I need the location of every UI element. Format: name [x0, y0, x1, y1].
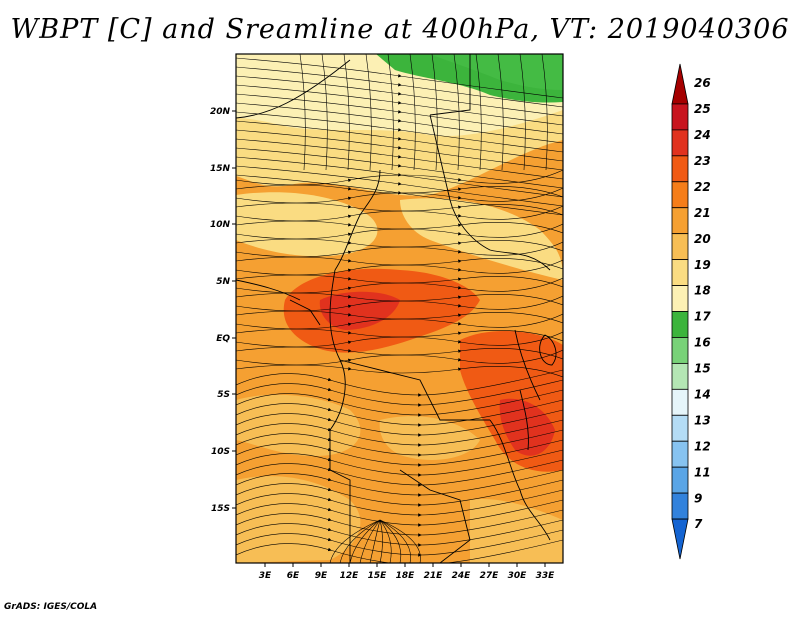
lon-label: 21E [424, 571, 444, 581]
streamline [409, 54, 416, 171]
colorbar-swatch [671, 414, 689, 442]
colorbar-swatch [671, 63, 689, 105]
colorbar-swatch [671, 466, 689, 494]
colorbar-label: 7 [694, 517, 703, 531]
lon-label: 24E [452, 571, 472, 581]
colorbar: 26 25 24 23 22 21 20 19 18 17 16 15 14 13 12 11 9 7 [671, 63, 711, 560]
lat-label: 10N [210, 220, 231, 230]
colorbar-swatch [671, 233, 689, 261]
lon-label: 18E [396, 571, 416, 581]
streamline [236, 93, 563, 135]
streamline [236, 364, 563, 378]
colorbar-label: 22 [694, 180, 711, 194]
lon-label: 27E [480, 571, 500, 581]
streamline [236, 120, 563, 162]
streamline [236, 539, 563, 563]
streamline [236, 165, 563, 207]
colorbar-label: 15 [694, 362, 711, 376]
lat-label: 20N [210, 107, 231, 117]
colorbar-swatch [671, 259, 689, 286]
latitude-axis: 20N 15N 10N 5N EQ 5S 10S 15S [210, 107, 236, 514]
colorbar-label: 20 [694, 232, 711, 246]
colorbar-label: 19 [694, 258, 711, 272]
colorbar-swatch [671, 440, 689, 468]
colorbar-label: 17 [694, 310, 711, 324]
streamline [541, 54, 548, 171]
colorbar-swatch [671, 518, 689, 560]
colorbar-label: 9 [694, 491, 702, 505]
colorbar-label: 21 [694, 206, 711, 220]
lat-label: 5N [216, 277, 230, 287]
streamline [359, 519, 381, 563]
longitude-axis: 3E 6E 9E 12E 15E 18E 21E 24E 27E 30E 33E [259, 563, 555, 581]
streamline [236, 84, 563, 126]
lat-label: 5S [217, 390, 230, 400]
lon-label: 15E [368, 571, 388, 581]
colorbar-label: 13 [694, 413, 711, 427]
lon-label: 9E [315, 571, 328, 581]
colorbar-swatch [671, 285, 689, 312]
colorbar-label: 26 [694, 76, 711, 90]
colorbar-swatch [671, 207, 689, 235]
streamline [379, 519, 383, 563]
map-frame [235, 53, 564, 564]
streamline [236, 138, 563, 180]
streamline [369, 519, 381, 563]
streamline [519, 54, 526, 171]
colorbar-label: 11 [694, 465, 711, 479]
colorbar-swatch [671, 181, 689, 209]
wbpt-field [236, 54, 563, 563]
colorbar-swatch [671, 362, 689, 390]
streamline [321, 54, 328, 171]
lon-label: 6E [287, 571, 300, 581]
colorbar-swatch [671, 492, 689, 520]
streamline [379, 519, 421, 563]
streamline [236, 57, 563, 99]
colorbar-swatch [671, 155, 689, 183]
streamline [236, 147, 563, 189]
streamline [343, 54, 350, 171]
lon-label: 3E [259, 571, 272, 581]
colorbar-swatch [671, 311, 689, 338]
colorbar-label: 25 [694, 102, 711, 116]
streamline [379, 519, 411, 563]
colorbar-swatch [671, 388, 689, 416]
streamline [475, 54, 482, 171]
streamline [349, 519, 381, 563]
colorbar-label: 18 [694, 284, 711, 298]
streamline [387, 54, 394, 171]
streamline [236, 75, 563, 117]
map-title: WBPT [C] and Sreamline at 400hPa, VT: 20… [10, 14, 790, 45]
streamline [236, 129, 563, 171]
lat-label: 10S [211, 447, 230, 457]
streamline [379, 519, 402, 563]
colorbar-label: 24 [694, 128, 711, 142]
streamline [339, 519, 381, 563]
colorbar-swatch [671, 129, 689, 157]
colorbar-swatch [671, 337, 689, 364]
streamline [236, 102, 563, 144]
lat-label: 15N [210, 164, 231, 174]
lon-label: 33E [536, 571, 556, 581]
lon-label: 12E [340, 571, 360, 581]
colorbar-label: 14 [694, 388, 711, 402]
lat-label: 15S [211, 504, 230, 514]
streamline [299, 54, 306, 171]
colorbar-label: 12 [694, 439, 711, 453]
streamline [236, 111, 563, 153]
streamline [497, 54, 504, 171]
streamline [431, 54, 438, 171]
streamline [453, 54, 460, 171]
streamline [365, 54, 372, 171]
lon-label: 30E [508, 571, 528, 581]
footer-credit: GrADS: IGES/COLA [4, 602, 98, 612]
colorbar-swatch [671, 103, 689, 131]
streamline [329, 519, 381, 563]
colorbar-label: 23 [694, 154, 711, 168]
colorbar-label: 16 [694, 336, 711, 350]
lat-label: EQ [216, 334, 230, 344]
streamline [379, 519, 392, 563]
streamline [236, 66, 563, 108]
